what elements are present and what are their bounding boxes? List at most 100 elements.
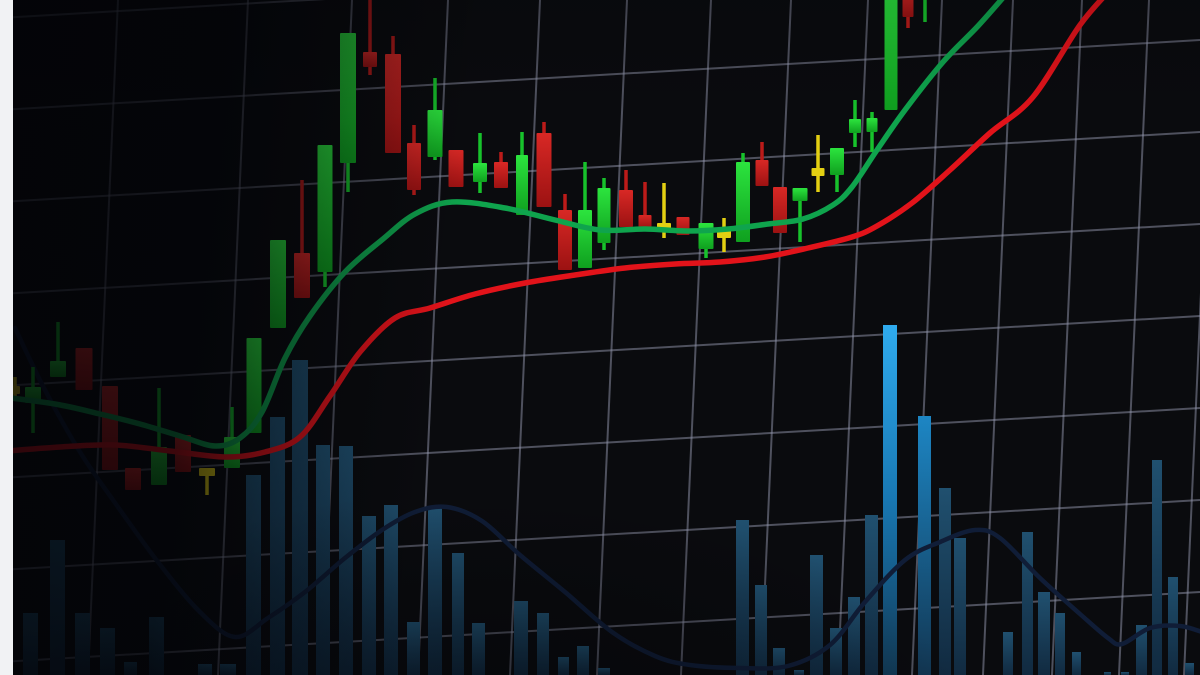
- volume-bar: [149, 617, 164, 675]
- candle-green: [427, 78, 443, 160]
- candle-body: [385, 54, 401, 153]
- candle-red: [407, 125, 421, 195]
- grid-vertical-line: [87, 0, 119, 675]
- grid-vertical-line: [1183, 292, 1200, 675]
- candle-body: [473, 163, 487, 182]
- candle-body: [597, 188, 611, 243]
- candle-green: [270, 240, 286, 328]
- volume-bar: [514, 601, 528, 675]
- grid-vertical-line: [760, 0, 792, 675]
- candle-body: [317, 145, 333, 272]
- candle-body: [294, 253, 310, 298]
- candle-red: [494, 152, 508, 188]
- volume-bar: [577, 646, 589, 675]
- volume-bar: [428, 508, 442, 675]
- candle-wick: [816, 135, 820, 192]
- candle-green: [50, 322, 66, 377]
- volume-bar: [1022, 532, 1033, 675]
- candle-body: [448, 150, 464, 187]
- volume-bar: [75, 613, 90, 675]
- left-margin-strip: [0, 0, 13, 675]
- candle-body: [50, 361, 66, 377]
- candle-green: [516, 132, 528, 215]
- grid-vertical-line: [1118, 0, 1150, 675]
- volume-bar: [954, 538, 966, 675]
- volume-layer: [23, 325, 1194, 675]
- grid-vertical-line: [1051, 0, 1083, 675]
- volume-bar: [1072, 652, 1081, 675]
- volume-bar: [124, 662, 137, 675]
- volume-bar: [558, 657, 569, 675]
- candle-red: [448, 150, 464, 187]
- candle-body: [363, 52, 377, 67]
- candle-body: [811, 168, 825, 176]
- volume-bar: [939, 488, 951, 675]
- candle-green: [340, 33, 356, 192]
- candle-red: [558, 194, 572, 270]
- candle-yellow: [199, 468, 215, 495]
- candle-wick: [923, 0, 927, 22]
- candle-green: [473, 133, 487, 193]
- ma-slow-red-line: [0, 0, 1105, 460]
- volume-bar: [1055, 613, 1065, 675]
- volume-bar: [407, 622, 420, 675]
- grid-vertical-line: [217, 0, 249, 675]
- candle-body: [849, 119, 861, 133]
- volume-bar: [100, 628, 115, 675]
- candle-body: [407, 143, 421, 190]
- candle-body: [902, 0, 914, 17]
- candle-body: [830, 148, 844, 175]
- ma-fast-green-line: [0, 0, 1005, 449]
- volume-bar: [1152, 460, 1162, 675]
- candle-green: [849, 100, 861, 147]
- volume-bar: [794, 670, 804, 675]
- candle-body: [270, 240, 286, 328]
- candle-body: [698, 223, 714, 249]
- grid-vertical-line: [509, 0, 541, 675]
- volume-bar: [270, 417, 285, 675]
- candle-red: [536, 122, 552, 207]
- candle-green: [884, 0, 898, 110]
- volume-bar: [316, 445, 330, 675]
- volume-bar: [292, 360, 308, 675]
- grid-vertical-line: [982, 0, 1014, 675]
- candle-body: [619, 190, 633, 227]
- volume-bar: [736, 520, 749, 675]
- candle-red: [385, 36, 401, 153]
- candle-body: [516, 155, 528, 215]
- candle-green: [866, 112, 878, 152]
- volume-bar: [1185, 663, 1194, 675]
- candle-body: [102, 386, 118, 470]
- volume-bar: [198, 664, 212, 675]
- grid-vertical-line: [680, 0, 712, 675]
- volume-bar: [246, 475, 261, 675]
- volume-bar: [50, 540, 65, 675]
- candle-green: [151, 388, 167, 485]
- volume-bar: [1003, 632, 1013, 675]
- candle-green: [830, 148, 844, 192]
- volume-bar: [773, 648, 785, 675]
- candle-body: [578, 210, 592, 268]
- volume-bar: [598, 668, 610, 675]
- candle-body: [884, 0, 898, 110]
- candle-body: [75, 348, 93, 390]
- candle-body: [427, 110, 443, 157]
- candle-red: [619, 170, 633, 227]
- candle-body: [340, 33, 356, 163]
- candle-body: [638, 215, 652, 228]
- grid-horizontal-line: [0, 315, 1200, 387]
- volume-bar: [472, 623, 485, 675]
- candle-body: [755, 160, 769, 186]
- candle-body: [494, 162, 508, 188]
- volume-bar: [883, 325, 897, 675]
- candle-green: [792, 188, 808, 242]
- candle-body: [773, 187, 787, 233]
- candle-body: [866, 118, 878, 132]
- candle-red: [363, 0, 377, 75]
- candle-yellow: [811, 135, 825, 192]
- volume-bar: [452, 553, 464, 675]
- candle-red: [773, 187, 787, 233]
- candle-red: [294, 180, 310, 298]
